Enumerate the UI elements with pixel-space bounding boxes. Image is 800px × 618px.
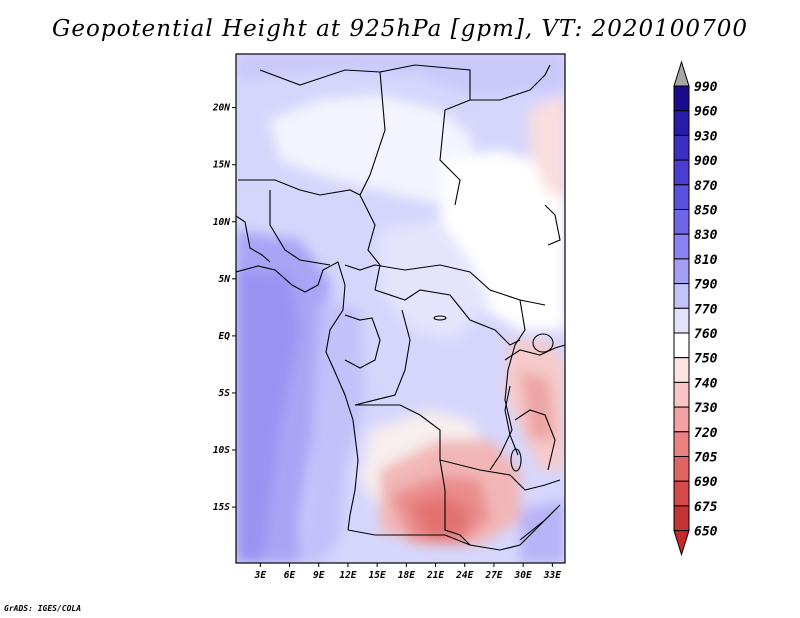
colorbar-label: 650 [694,525,718,540]
colorbar-swatch [673,184,690,211]
colorbar-label: 960 [694,105,718,120]
lon-label: 21E [426,570,444,581]
colorbar-swatch [673,85,690,112]
height-field [236,54,565,563]
colorbar-label: 705 [694,451,718,466]
lon-label: 3E [254,570,267,581]
lon-label: 24E [455,570,473,581]
colorbar-label: 810 [694,253,718,268]
lon-label: 18E [398,570,415,581]
lon-label: 12E [339,570,356,581]
lat-label: 5N [219,274,231,285]
colorbar-swatch [673,456,690,482]
map-frame [235,53,566,564]
colorbar-swatch [673,258,690,285]
lon-label: 27E [484,570,502,581]
colorbar-swatch [673,431,690,457]
colorbar-swatch [673,505,690,532]
colorbar-swatch [673,332,690,359]
colorbar-label: 990 [694,80,718,95]
lat-label: 20N [212,103,230,114]
colorbar-label: 770 [694,302,718,317]
colorbar-label: 730 [694,401,718,416]
lat-label: 15S [213,502,230,513]
colorbar-swatch [673,307,690,334]
lat-label: 5S [219,388,231,399]
map-boundaries [236,64,565,551]
colorbar-top-arrow [673,60,690,87]
lon-label: 33E [543,570,561,581]
colorbar-swatch [673,357,690,383]
colorbar-label: 850 [694,204,718,219]
colorbar-swatch [673,283,690,309]
lon-label: 15E [369,570,386,581]
colorbar-swatch [673,480,690,507]
lat-label: 10S [213,445,230,456]
colorbar-bottom-arrow [673,530,690,557]
lat-label: EQ [219,331,231,342]
lat-label: 10N [213,217,230,228]
colorbar-label: 675 [694,500,718,515]
colorbar-label: 900 [694,154,718,169]
lon-label: 9E [313,570,325,581]
credit-label: GrADS: IGES/COLA [4,604,82,613]
lon-label: 6E [284,570,296,581]
colorbar-label: 790 [694,278,718,293]
colorbar-label: 690 [694,475,718,490]
colorbar-label: 740 [694,376,718,391]
colorbar-label: 750 [694,352,718,367]
lat-label: 15N [213,160,230,171]
colorbar-swatch [673,110,690,136]
colorbar: 990 960 930 900 870 850 830 810 790 770 760 750 740 7… [673,60,718,557]
colorbar-swatch [673,159,690,186]
map-axes: 20N 15N 10N 5N EQ 5S 10S 15S 3E 6E 9E 12E 15E 18E 21E 2… [212,103,561,581]
colorbar-swatch [673,134,690,161]
colorbar-swatch [673,381,690,408]
lakes [433,315,554,472]
colorbar-swatch [673,233,690,260]
colorbar-swatch [673,209,690,235]
colorbar-label: 760 [694,327,718,342]
lon-label: 30E [514,570,532,581]
map-title: Geopotential Height at 925hPa [gpm], VT:… [52,16,748,42]
colorbar-label: 720 [694,426,718,441]
colorbar-swatch [673,406,690,433]
colorbar-label: 930 [694,129,718,144]
colorbar-label: 830 [694,228,718,243]
colorbar-label: 870 [694,179,718,194]
